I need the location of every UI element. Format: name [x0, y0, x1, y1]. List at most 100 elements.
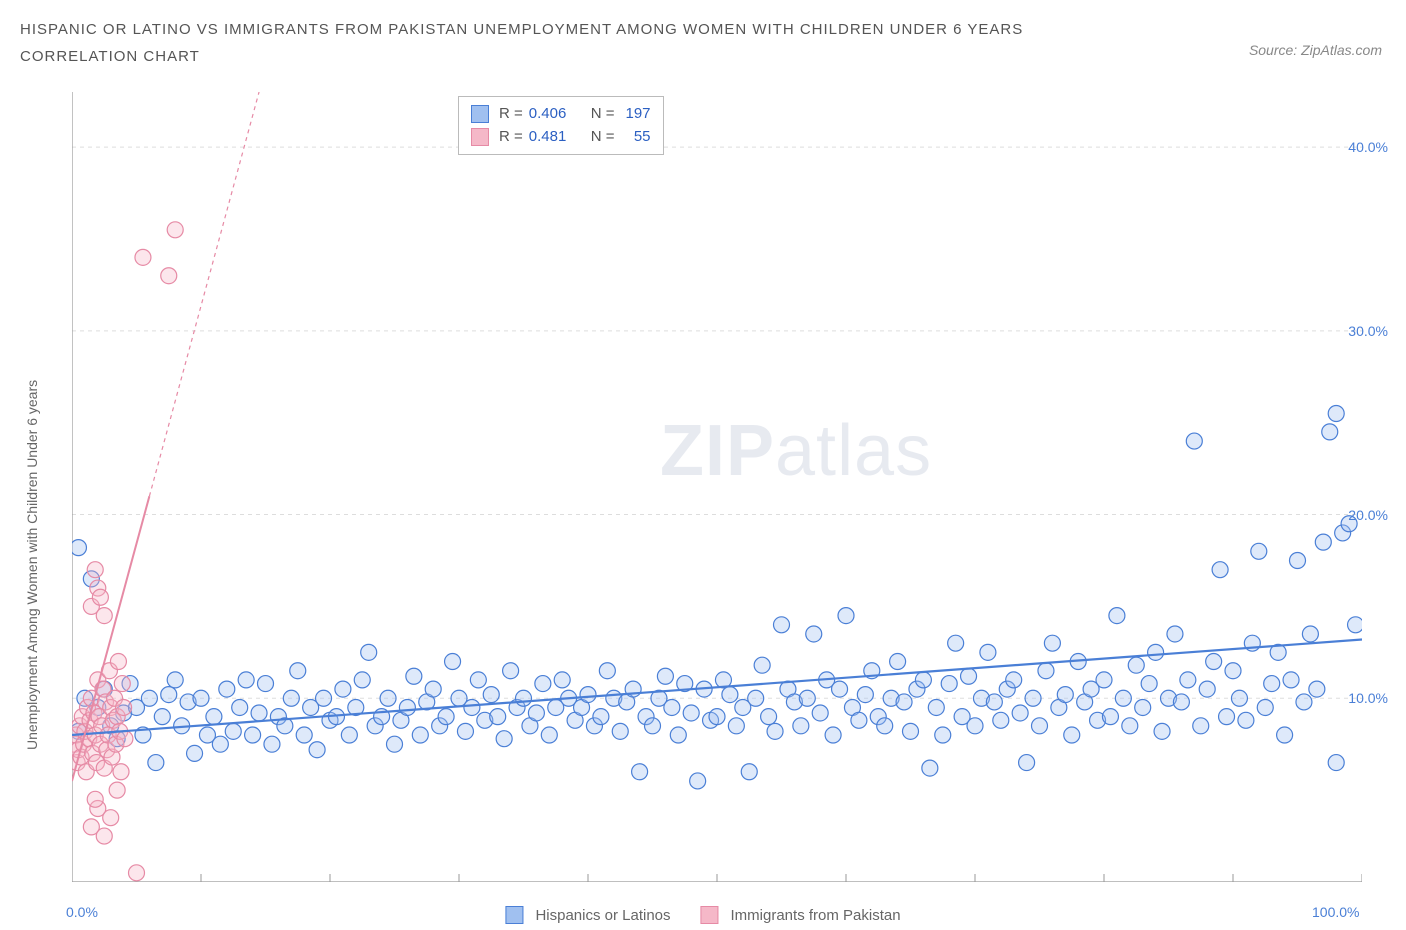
- data-point: [1102, 709, 1118, 725]
- data-point: [464, 699, 480, 715]
- data-point: [438, 709, 454, 725]
- chart-title-block: HISPANIC OR LATINO VS IMMIGRANTS FROM PA…: [0, 0, 1406, 70]
- data-point: [490, 709, 506, 725]
- data-point: [406, 668, 422, 684]
- data-point: [148, 755, 164, 771]
- data-point: [96, 828, 112, 844]
- data-point: [1328, 406, 1344, 422]
- data-point: [857, 687, 873, 703]
- data-point: [496, 731, 512, 747]
- data-point: [657, 668, 673, 684]
- data-point: [129, 865, 145, 881]
- data-point: [1283, 672, 1299, 688]
- data-point: [664, 699, 680, 715]
- data-point: [412, 727, 428, 743]
- data-point: [1186, 433, 1202, 449]
- legend-item: Hispanics or Latinos: [505, 906, 670, 924]
- stat-value-r: 0.406: [529, 103, 577, 126]
- data-point: [154, 709, 170, 725]
- data-point: [1096, 672, 1112, 688]
- data-point: [1277, 727, 1293, 743]
- data-point: [399, 699, 415, 715]
- data-point: [1264, 676, 1280, 692]
- data-point: [87, 791, 103, 807]
- data-point: [264, 736, 280, 752]
- data-point: [1109, 608, 1125, 624]
- data-point: [528, 705, 544, 721]
- correlation-stats-box: R = 0.406N = 197R = 0.481N = 55: [458, 96, 664, 155]
- data-point: [1302, 626, 1318, 642]
- stat-value-n: 55: [621, 126, 651, 149]
- y-axis-label: Unemployment Among Women with Children U…: [24, 380, 40, 750]
- data-point: [290, 663, 306, 679]
- data-point: [103, 810, 119, 826]
- y-tick-label: 30.0%: [1348, 323, 1388, 339]
- data-point: [457, 723, 473, 739]
- scatter-svg: [72, 92, 1362, 882]
- data-point: [117, 731, 133, 747]
- data-point: [354, 672, 370, 688]
- data-point: [167, 672, 183, 688]
- data-point: [593, 709, 609, 725]
- data-point: [748, 690, 764, 706]
- data-point: [1154, 723, 1170, 739]
- data-point: [113, 764, 129, 780]
- data-point: [219, 681, 235, 697]
- data-point: [670, 727, 686, 743]
- data-point: [206, 709, 222, 725]
- data-point: [774, 617, 790, 633]
- data-point: [1173, 694, 1189, 710]
- data-point: [806, 626, 822, 642]
- data-point: [1251, 543, 1267, 559]
- legend-label: Hispanics or Latinos: [535, 907, 670, 924]
- data-point: [245, 727, 261, 743]
- data-point: [961, 668, 977, 684]
- source-attribution: Source: ZipAtlas.com: [1249, 42, 1382, 58]
- data-point: [825, 727, 841, 743]
- data-point: [135, 249, 151, 265]
- data-point: [116, 699, 132, 715]
- data-point: [761, 709, 777, 725]
- data-point: [767, 723, 783, 739]
- data-point: [258, 676, 274, 692]
- data-point: [1019, 755, 1035, 771]
- legend-item: Immigrants from Pakistan: [701, 906, 901, 924]
- data-point: [1141, 676, 1157, 692]
- data-point: [612, 723, 628, 739]
- chart-title-line1: HISPANIC OR LATINO VS IMMIGRANTS FROM PA…: [20, 16, 1386, 43]
- data-point: [599, 663, 615, 679]
- legend-swatch: [505, 906, 523, 924]
- data-point: [1064, 727, 1080, 743]
- data-point: [470, 672, 486, 688]
- x-tick-label: 0.0%: [66, 904, 98, 920]
- data-point: [161, 687, 177, 703]
- stat-label-r: R =: [499, 126, 523, 149]
- data-point: [741, 764, 757, 780]
- data-point: [967, 718, 983, 734]
- data-point: [1212, 562, 1228, 578]
- data-point: [1348, 617, 1362, 633]
- y-tick-label: 10.0%: [1348, 690, 1388, 706]
- data-point: [335, 681, 351, 697]
- stat-value-r: 0.481: [529, 126, 577, 149]
- legend-swatch: [471, 105, 489, 123]
- data-point: [928, 699, 944, 715]
- data-point: [1025, 690, 1041, 706]
- data-point: [935, 727, 951, 743]
- data-point: [1006, 672, 1022, 688]
- data-point: [92, 589, 108, 605]
- data-point: [1322, 424, 1338, 440]
- stat-value-n: 197: [621, 103, 651, 126]
- data-point: [535, 676, 551, 692]
- data-point: [832, 681, 848, 697]
- data-point: [380, 690, 396, 706]
- data-point: [799, 690, 815, 706]
- stats-row: R = 0.406N = 197: [471, 103, 651, 126]
- data-point: [251, 705, 267, 721]
- data-point: [72, 540, 86, 556]
- data-point: [1032, 718, 1048, 734]
- stat-label-n: N =: [591, 103, 615, 126]
- data-point: [1328, 755, 1344, 771]
- data-point: [993, 712, 1009, 728]
- data-point: [728, 718, 744, 734]
